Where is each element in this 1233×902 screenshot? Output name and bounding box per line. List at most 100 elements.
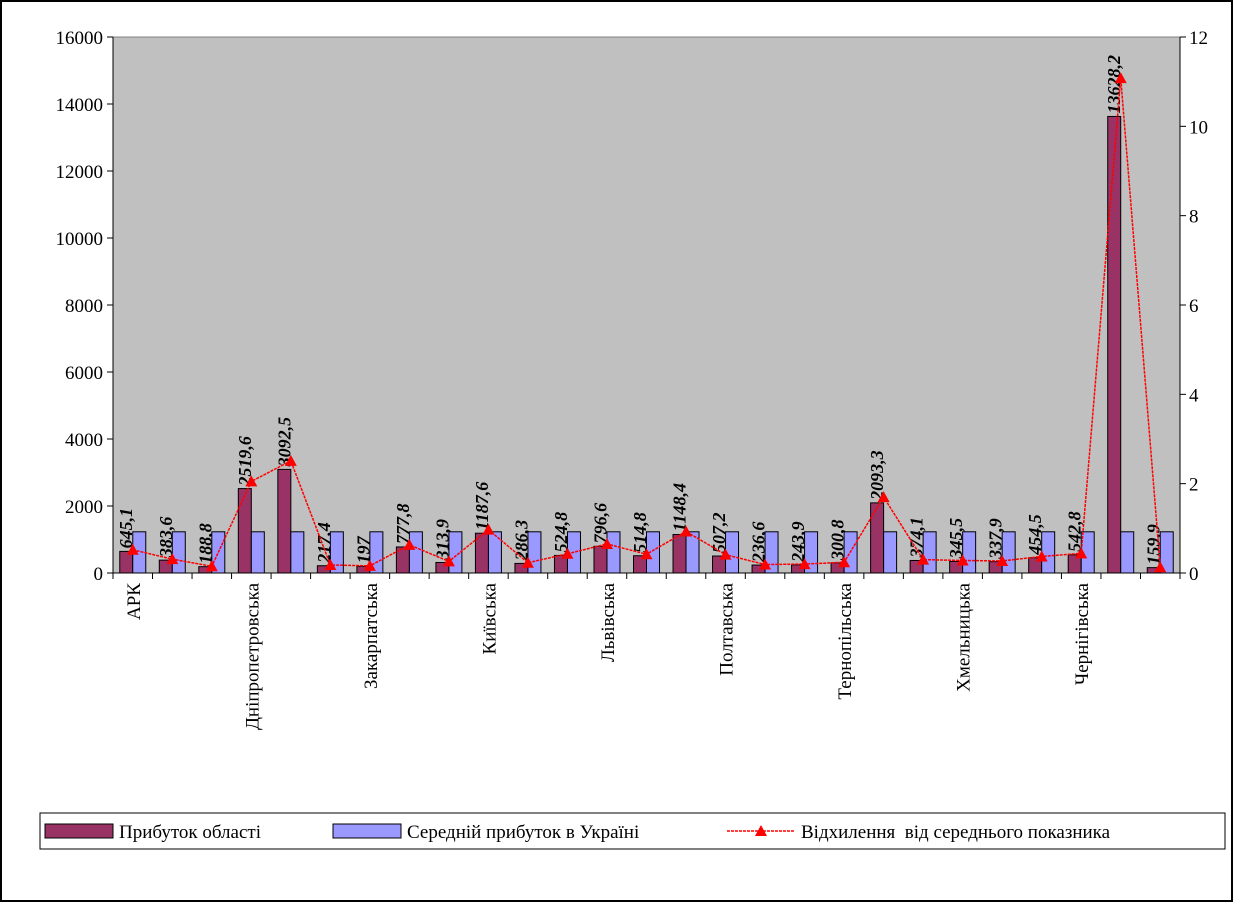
- line-marker: [363, 559, 376, 571]
- value-label: 454,5: [1025, 514, 1045, 556]
- value-label: 374,1: [907, 517, 927, 559]
- value-label: 345,5: [946, 518, 966, 560]
- y-tick-label: 6000: [65, 363, 103, 384]
- x-tick-label: Полтавська: [717, 582, 738, 675]
- bar: [1120, 531, 1135, 574]
- line-marker: [324, 558, 337, 570]
- line-marker: [205, 560, 218, 572]
- bar: [672, 534, 687, 574]
- value-label: 300,8: [828, 519, 848, 561]
- bar: [487, 531, 502, 574]
- value-label: 188,8: [195, 523, 215, 564]
- value-label: 645,1: [116, 508, 136, 549]
- value-label: 514,8: [630, 512, 650, 553]
- bar: [804, 531, 819, 574]
- line-marker: [284, 454, 297, 466]
- legend: [39, 812, 1226, 850]
- y-tick-label: 16000: [56, 28, 104, 49]
- bar: [171, 531, 186, 574]
- line-marker: [838, 556, 851, 568]
- value-label: 243,9: [788, 521, 808, 563]
- bar: [237, 488, 252, 574]
- bar: [685, 531, 700, 574]
- line-marker: [126, 543, 139, 555]
- bar: [1107, 115, 1122, 574]
- value-label: 313,9: [432, 519, 452, 561]
- y2-tick-label: 12: [1189, 28, 1208, 49]
- line-marker: [1035, 550, 1048, 562]
- line-marker: [798, 558, 811, 570]
- y2-tick-label: 4: [1189, 385, 1199, 406]
- legend-marker: [755, 825, 767, 836]
- value-label: 3092,5: [274, 417, 294, 468]
- line-marker: [482, 523, 495, 535]
- y-tick-label: 10000: [56, 229, 104, 250]
- y-tick-label: 14000: [56, 95, 104, 116]
- bar: [448, 531, 463, 574]
- value-label: 524,8: [551, 512, 571, 553]
- bar: [369, 531, 384, 574]
- line-marker: [640, 548, 653, 560]
- line-marker: [1114, 72, 1127, 84]
- bar: [290, 531, 305, 574]
- bar: [1159, 531, 1174, 574]
- value-label: 1148,4: [670, 483, 690, 532]
- legend-swatch: [44, 823, 114, 839]
- line-marker: [917, 553, 930, 565]
- value-label: 542,8: [1065, 511, 1085, 552]
- line-marker: [521, 556, 534, 568]
- line-marker: [956, 554, 969, 566]
- y2-tick-label: 0: [1189, 564, 1199, 585]
- line-marker: [166, 553, 179, 565]
- bar: [250, 531, 265, 574]
- y2-tick-label: 2: [1189, 475, 1199, 496]
- value-label: 197: [353, 535, 373, 563]
- y-tick-label: 8000: [65, 296, 103, 317]
- x-tick-label: Дніпропетровська: [242, 582, 263, 730]
- bar: [883, 531, 898, 574]
- x-tick-label: Хмельницька: [954, 582, 975, 691]
- x-tick-label: Закарпатська: [361, 582, 382, 689]
- y2-tick-label: 10: [1189, 117, 1208, 138]
- value-label: 2519,6: [235, 436, 255, 487]
- y-tick-label: 4000: [65, 430, 103, 451]
- y2-tick-label: 8: [1189, 207, 1199, 228]
- line-marker: [1075, 547, 1088, 559]
- line-marker: [877, 491, 890, 503]
- bar: [764, 531, 779, 574]
- line-marker: [759, 558, 772, 570]
- line-marker: [600, 537, 613, 549]
- value-label: 777,8: [393, 503, 413, 544]
- bar: [870, 502, 885, 574]
- line-marker: [442, 555, 455, 567]
- value-label: 286,3: [511, 520, 531, 562]
- value-label: 507,2: [709, 513, 729, 554]
- legend-label: Середній прибуток в Україні: [407, 822, 639, 843]
- bar: [329, 531, 344, 574]
- bar: [277, 468, 292, 574]
- bar: [606, 531, 621, 574]
- x-tick-label: АРК: [124, 583, 145, 620]
- line-marker: [561, 547, 574, 559]
- legend-label: Прибуток області: [119, 822, 261, 843]
- bar: [408, 531, 423, 574]
- line-marker: [1154, 561, 1167, 573]
- y2-tick-label: 6: [1189, 296, 1199, 317]
- bar: [593, 545, 608, 574]
- value-label: 2093,3: [867, 450, 887, 501]
- bar: [962, 531, 977, 574]
- line-marker: [680, 525, 693, 537]
- value-label: 337,9: [986, 518, 1006, 560]
- bar: [1041, 531, 1056, 574]
- line-marker: [996, 554, 1009, 566]
- y-tick-label: 0: [94, 564, 104, 585]
- value-label: 796,6: [590, 503, 610, 544]
- x-tick-label: Львівська: [598, 582, 619, 662]
- y-tick-label: 12000: [56, 162, 104, 183]
- plot-area: [112, 36, 1181, 574]
- value-label: 1187,6: [472, 482, 492, 531]
- line-marker: [719, 548, 732, 560]
- y-tick-label: 2000: [65, 497, 103, 518]
- bar: [1001, 531, 1016, 574]
